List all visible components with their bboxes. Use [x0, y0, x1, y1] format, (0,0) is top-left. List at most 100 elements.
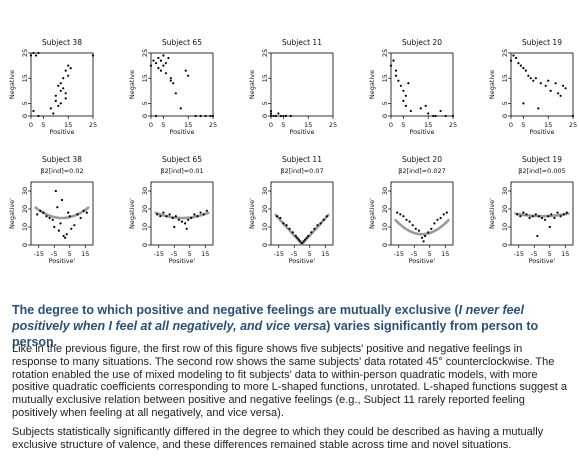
data-point	[562, 84, 565, 87]
data-point	[174, 92, 177, 95]
y-tick-label: 25	[501, 49, 509, 57]
data-point	[274, 114, 278, 118]
x-tick-label: 25	[209, 121, 217, 129]
data-point	[70, 227, 73, 230]
x-tick-label: 15	[321, 250, 329, 258]
data-point	[190, 216, 193, 220]
y-tick-label: 10	[381, 223, 389, 231]
data-point	[52, 112, 55, 115]
data-point	[269, 112, 273, 115]
data-point	[540, 216, 544, 220]
y-tick-label: 30	[141, 187, 149, 195]
data-point	[536, 234, 539, 238]
data-point	[59, 89, 62, 92]
y-tick-label: 20	[141, 205, 149, 213]
plot-frame	[150, 181, 214, 246]
data-point	[184, 69, 187, 72]
data-point	[199, 211, 202, 214]
data-point	[531, 215, 534, 218]
data-point	[439, 109, 442, 113]
data-point	[451, 114, 455, 118]
data-point	[159, 59, 162, 62]
data-point	[557, 92, 560, 95]
data-point	[291, 231, 294, 234]
panel-rotated-5: Subject 19 β2[ind]=0.005 -15 -5 5 15 Positive'…	[488, 155, 574, 265]
data-point	[534, 77, 537, 80]
data-point	[547, 79, 550, 82]
data-point	[525, 213, 528, 216]
y-tick-label: 20	[381, 205, 389, 213]
data-point	[402, 215, 405, 218]
data-point	[297, 238, 300, 241]
x-tick-label: 0	[389, 121, 393, 129]
x-tick-label: -15	[153, 250, 164, 258]
data-point	[202, 213, 205, 216]
data-point	[512, 54, 515, 57]
data-point	[519, 215, 522, 218]
data-point	[424, 104, 427, 107]
x-tick-label: 5	[428, 250, 432, 258]
data-point	[54, 99, 57, 102]
x-axis-label: Positive	[529, 128, 554, 136]
headline-part-1: The degree to which positive and negativ…	[12, 303, 459, 317]
data-point	[300, 242, 304, 245]
data-point	[57, 229, 61, 232]
x-tick-label: 15	[561, 250, 569, 258]
x-axis-label: Positive'	[289, 257, 316, 265]
data-point	[205, 209, 208, 212]
data-point	[184, 222, 187, 225]
data-point	[48, 216, 51, 220]
data-point	[392, 59, 395, 62]
data-point	[57, 104, 60, 107]
data-point	[571, 114, 575, 118]
y-tick-label: 0	[141, 243, 149, 247]
data-point	[559, 215, 562, 218]
data-point	[79, 216, 82, 220]
data-point	[442, 213, 445, 216]
data-point	[404, 94, 407, 97]
data-point	[73, 224, 76, 227]
data-point	[430, 227, 433, 230]
x-axis-label: Positive	[289, 128, 314, 136]
x-tick-label: 15	[441, 250, 449, 258]
data-point	[196, 215, 199, 218]
x-tick-label: -15	[513, 250, 524, 258]
panel-rotated-2: Subject 65 β2[ind]=0.01 -15 -5 5 15 Positive' 0…	[128, 155, 214, 265]
x-tick-label: 15	[201, 250, 209, 258]
x-axis-label: Positive'	[409, 257, 436, 265]
figure-headline: The degree to which positive and negativ…	[12, 302, 568, 350]
data-point	[296, 236, 299, 239]
fitted-curve	[34, 206, 90, 220]
y-tick-label: 5	[21, 101, 29, 105]
y-tick-label: 5	[261, 101, 269, 105]
x-tick-label: 25	[329, 121, 337, 129]
data-point	[42, 211, 45, 214]
panel-title: Subject 11	[282, 38, 322, 47]
data-point	[550, 213, 553, 216]
data-point	[53, 225, 56, 229]
panel-title: Subject 19	[522, 155, 562, 164]
fitted-curve	[154, 211, 210, 220]
caption-paragraph-2: Subjects statistically significantly dif…	[12, 426, 544, 451]
data-point	[204, 114, 207, 118]
x-tick-label: 0	[509, 121, 513, 129]
data-point	[173, 225, 176, 229]
panel-rotated-4: Subject 20 β2[ind]=0.027 -15 -5 5 15 Positive'…	[368, 155, 454, 265]
data-point	[325, 215, 328, 218]
data-point	[36, 213, 39, 216]
data-point	[152, 59, 155, 62]
data-point	[427, 231, 430, 234]
panel-title: Subject 20	[402, 38, 442, 47]
y-tick-label: 5	[141, 101, 149, 105]
panel-rotated-1: Subject 38 β2[ind]=0.02 -15 -5 5 15 Positive' 0…	[8, 155, 94, 265]
data-point	[527, 74, 530, 77]
data-point	[82, 209, 85, 212]
data-point	[162, 54, 165, 57]
x-tick-label: -15	[393, 250, 404, 258]
data-point	[162, 211, 165, 214]
y-tick-label: 20	[501, 205, 509, 213]
y-tick-label: 15	[381, 74, 389, 82]
